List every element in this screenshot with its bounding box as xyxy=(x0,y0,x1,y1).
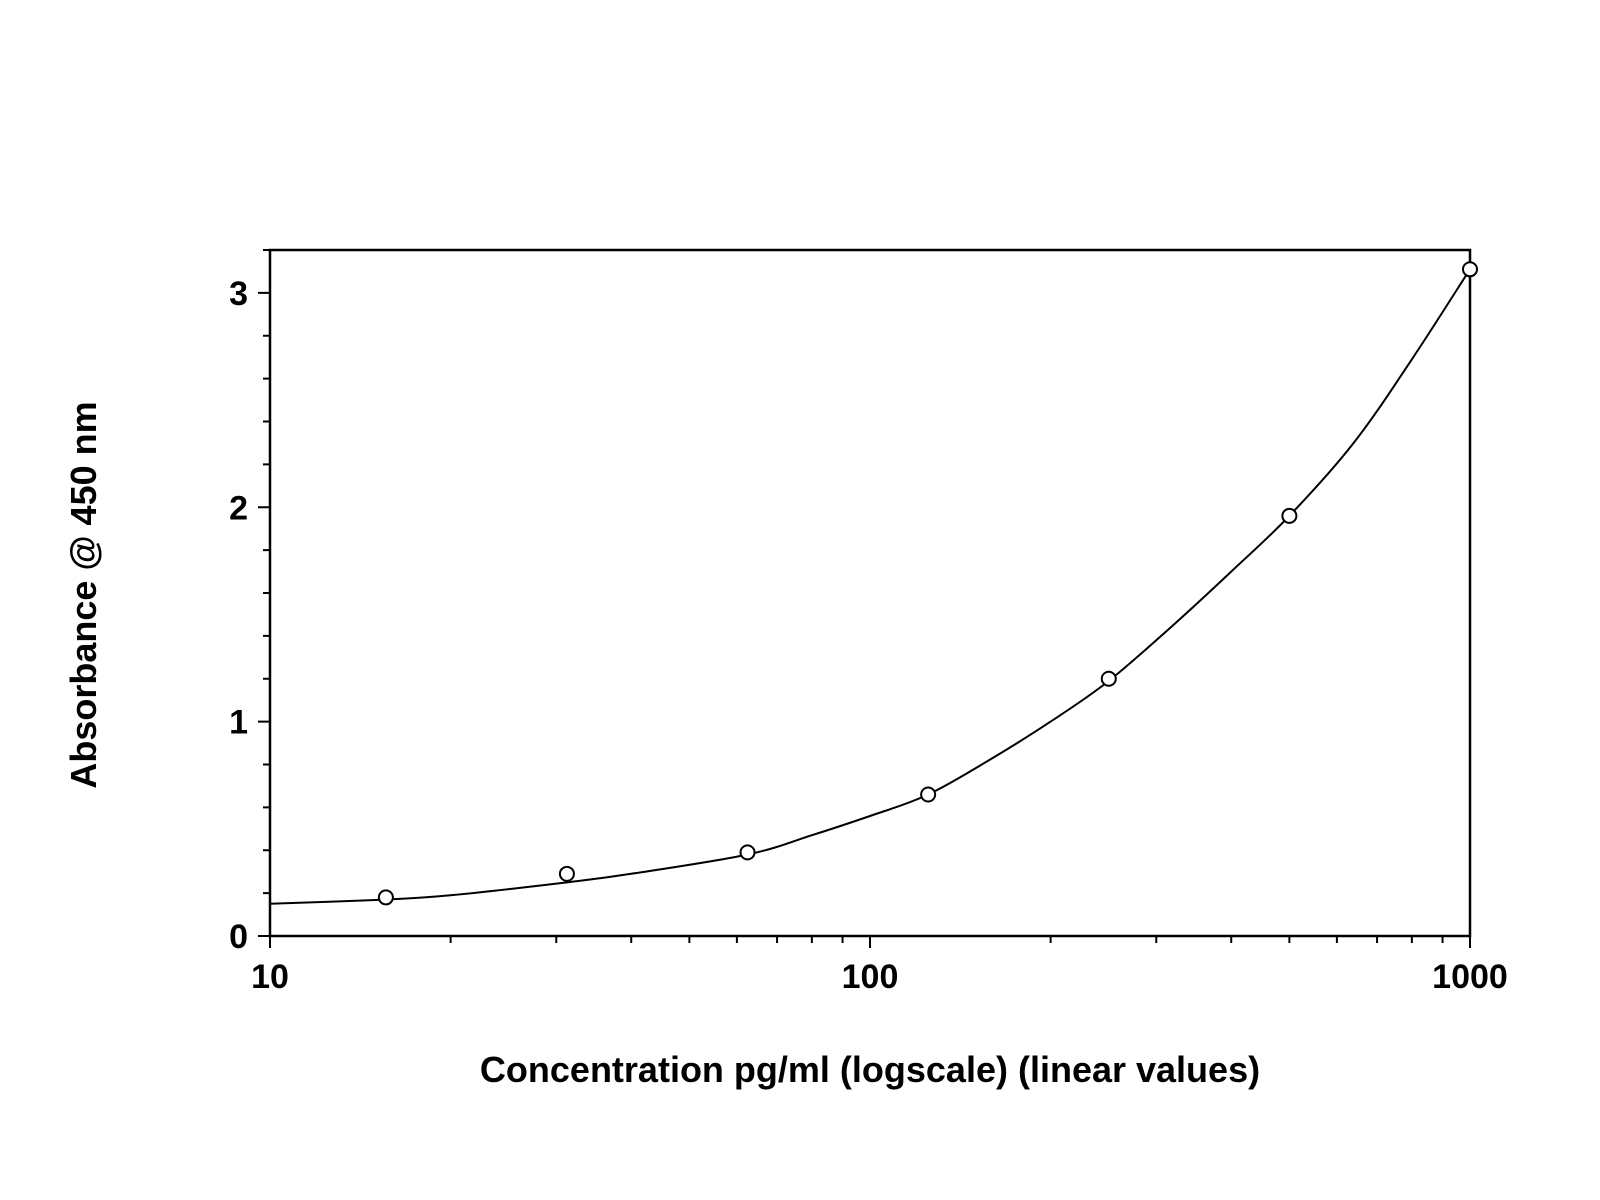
fit-curve xyxy=(269,268,1471,905)
data-point xyxy=(1100,670,1117,687)
data-point xyxy=(920,786,937,803)
x-tick-label: 100 xyxy=(842,958,899,996)
plot-frame xyxy=(268,248,1472,938)
data-point xyxy=(739,844,756,861)
y-axis-title: Absorbance @ 450 nm xyxy=(63,401,104,788)
data-point xyxy=(377,889,394,906)
y-tick-label: 1 xyxy=(229,704,248,742)
data-points xyxy=(377,261,1478,906)
y-tick-label: 2 xyxy=(229,489,248,527)
y-tick-label: 0 xyxy=(229,918,248,956)
data-point xyxy=(558,865,575,882)
x-axis-title: Concentration pg/ml (logscale) (linear v… xyxy=(480,1049,1260,1090)
data-point xyxy=(1281,507,1298,524)
x-tick-label: 10 xyxy=(251,958,289,996)
data-point xyxy=(1462,261,1478,278)
y-axis-ticks: 0 1 2 3 xyxy=(229,249,270,956)
x-tick-label: 1000 xyxy=(1432,958,1508,996)
x-axis-ticks: 10 100 1000 xyxy=(251,936,1508,996)
y-tick-label: 3 xyxy=(229,275,248,313)
